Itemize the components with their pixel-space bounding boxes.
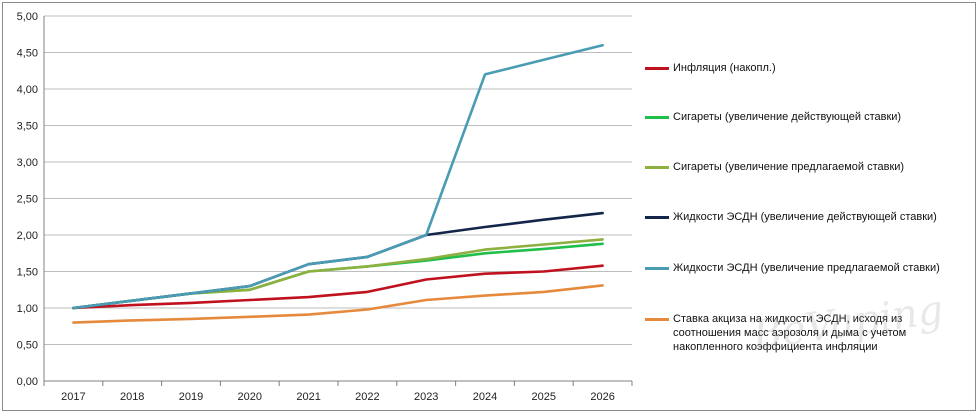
y-tick-label: 3,50 xyxy=(17,121,38,133)
x-tick-label: 2017 xyxy=(61,391,85,403)
y-tick-label: 3,00 xyxy=(17,157,38,169)
legend-swatch-liquids-current xyxy=(645,216,669,219)
y-tick-label: 4,50 xyxy=(17,48,38,60)
legend-label-liquids-current: Жидкости ЭСДН (увеличение действующей ст… xyxy=(673,211,937,223)
legend-label-cigarettes-proposed: Сигареты (увеличение предлагаемой ставки… xyxy=(673,161,905,173)
x-tick-label: 2019 xyxy=(179,391,203,403)
legend-item-excise-rate: Ставка акциза на жидкости ЭСДН, исходя и… xyxy=(645,312,965,354)
legend-swatch-excise-rate xyxy=(645,318,669,321)
x-tick-label: 2025 xyxy=(532,391,556,403)
legend-item-cigarettes-current: Сигареты (увеличение действующей ставки) xyxy=(645,110,965,124)
legend-label-inflation: Инфляция (накопл.) xyxy=(673,62,776,74)
y-tick-label: 1,00 xyxy=(17,303,38,315)
y-tick-label: 1,50 xyxy=(17,267,38,279)
legend-label-cigarettes-current: Сигареты (увеличение действующей ставки) xyxy=(673,111,902,123)
series-line-0 xyxy=(72,264,604,310)
legend-swatch-cigarettes-current xyxy=(645,116,669,119)
chart-frame xyxy=(2,2,976,411)
legend-item-inflation: Инфляция (накопл.) xyxy=(645,61,965,75)
y-tick-label: 0,00 xyxy=(17,376,38,388)
legend-item-liquids-current: Жидкости ЭСДН (увеличение действующей ст… xyxy=(645,210,965,224)
y-tick-label: 2,00 xyxy=(17,230,38,242)
x-tick-label: 2018 xyxy=(120,391,144,403)
y-tick-label: 0,50 xyxy=(17,340,38,352)
legend: Инфляция (накопл.) Сигареты (увеличение … xyxy=(645,0,975,415)
x-tick-label: 2026 xyxy=(590,391,614,403)
y-tick-label: 2,50 xyxy=(17,194,38,206)
legend-item-cigarettes-proposed: Сигареты (увеличение предлагаемой ставки… xyxy=(645,160,965,174)
series-line-5 xyxy=(72,284,604,324)
legend-swatch-inflation xyxy=(645,67,669,70)
x-tick-label: 2024 xyxy=(473,391,497,403)
legend-label-excise-rate: Ставка акциза на жидкости ЭСДН, исходя и… xyxy=(673,313,907,353)
x-tick-label: 2023 xyxy=(414,391,438,403)
legend-swatch-cigarettes-proposed xyxy=(645,166,669,169)
x-tick-label: 2022 xyxy=(355,391,379,403)
legend-item-liquids-proposed: Жидкости ЭСДН (увеличение предлагаемой с… xyxy=(645,261,965,275)
y-tick-label: 4,00 xyxy=(17,84,38,96)
legend-label-liquids-proposed: Жидкости ЭСДН (увеличение предлагаемой с… xyxy=(673,262,940,274)
x-tick-label: 2020 xyxy=(238,391,262,403)
series-line-4 xyxy=(72,43,604,310)
x-tick-label: 2021 xyxy=(296,391,320,403)
legend-swatch-liquids-proposed xyxy=(645,267,669,270)
y-tick-label: 5,00 xyxy=(17,11,38,23)
